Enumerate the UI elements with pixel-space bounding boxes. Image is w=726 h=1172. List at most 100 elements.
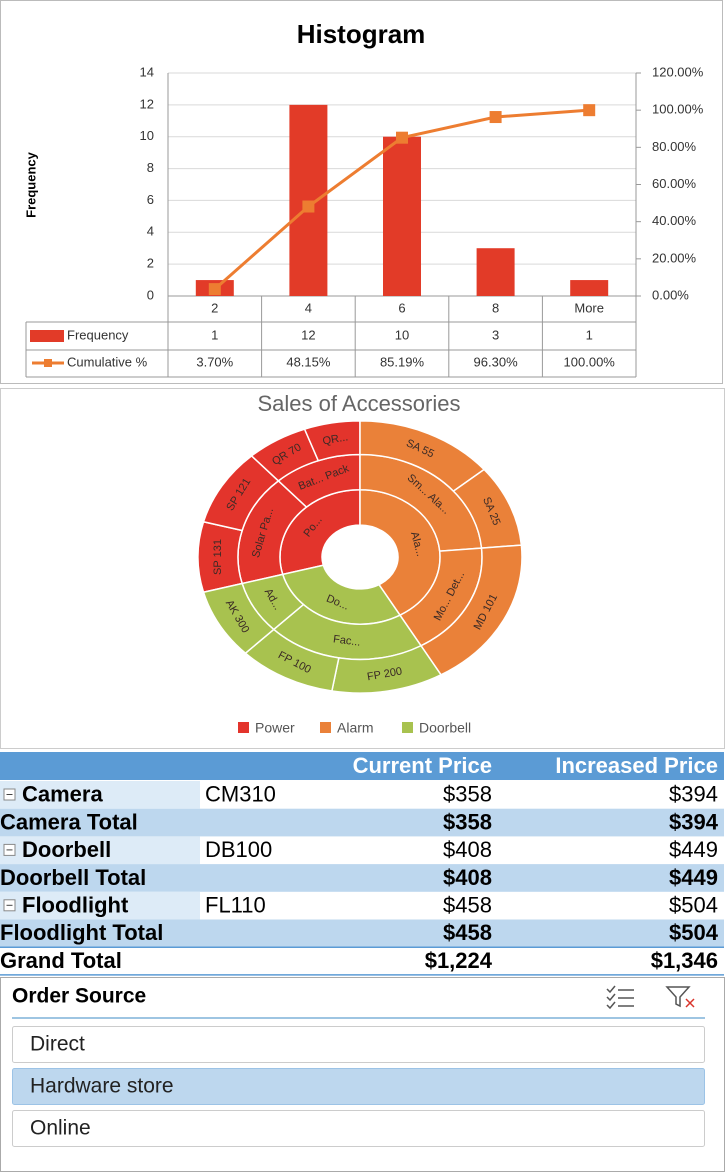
total-row: [0, 864, 724, 892]
grand-total-label: Grand Total: [0, 948, 122, 973]
y2-tick-label: 20.00%: [652, 250, 697, 265]
slicer-item[interactable]: [12, 1110, 705, 1147]
sunburst-segment: [202, 582, 275, 655]
row-label: Camera: [22, 782, 103, 807]
price: $358: [443, 782, 492, 807]
row-label-cell: [0, 891, 200, 920]
price: $449: [669, 837, 718, 862]
table-value: 100.00%: [564, 354, 616, 369]
column-header: Current Price: [353, 753, 492, 778]
slicer-title: Order Source: [12, 985, 146, 1008]
y-tick-label: 10: [140, 128, 154, 143]
row-label: Doorbell: [22, 837, 111, 862]
slicer-item-label: Direct: [30, 1033, 85, 1056]
legend-key-marker: [44, 359, 52, 367]
total-price: $394: [669, 809, 719, 834]
multi-select-icon[interactable]: [606, 985, 634, 1010]
bar: [289, 104, 328, 296]
table-value: 1: [586, 327, 593, 342]
y-tick-label: 4: [147, 224, 154, 239]
item-code: DB100: [205, 837, 272, 862]
table-value: 12: [301, 327, 315, 342]
total-price: $449: [669, 865, 718, 890]
chart-title: Histogram: [297, 19, 426, 49]
x-tick-label: 6: [398, 300, 405, 315]
y-tick-label: 2: [147, 256, 154, 271]
bar: [476, 248, 515, 296]
y2-tick-label: 120.00%: [652, 64, 704, 79]
slicer-items: Direct Hardware store Online: [12, 1026, 705, 1147]
total-row: [0, 808, 724, 837]
clear-glyph: [685, 998, 695, 1008]
table-value: 1: [211, 327, 218, 342]
segment-label: Fac...: [332, 633, 361, 648]
total-label: Floodlight Total: [0, 920, 163, 945]
line-marker: [396, 131, 408, 144]
row-label-cell: [0, 836, 200, 865]
slicer-item[interactable]: [12, 1026, 705, 1063]
x-tick-label: More: [574, 300, 604, 315]
y2-tick-label: 60.00%: [652, 176, 697, 191]
slicer-item-label: Hardware store: [30, 1075, 174, 1098]
slicer-item-label: Online: [30, 1117, 91, 1140]
price: $394: [669, 782, 718, 807]
table-value: 48.15%: [286, 354, 331, 369]
line-marker: [489, 111, 502, 124]
row-label: Floodlight: [22, 892, 129, 917]
table-value: 10: [395, 327, 409, 342]
total-row: [0, 919, 724, 948]
y-tick-label: 6: [147, 192, 154, 207]
total-price: $458: [443, 920, 492, 945]
legend-key: [30, 330, 64, 342]
table-value: 85.19%: [380, 354, 425, 369]
legend-key: [402, 722, 413, 733]
x-tick-label: 2: [211, 300, 218, 315]
multi-select-glyph: [606, 985, 616, 1010]
segment-label: SP 131: [212, 539, 224, 575]
bar: [570, 280, 609, 296]
legend-key: [238, 722, 249, 733]
grand-total-price: $1,346: [651, 948, 718, 973]
table-value: 3.70%: [196, 354, 233, 369]
line-marker: [208, 283, 221, 296]
price: $504: [669, 892, 718, 917]
total-price: $358: [443, 809, 492, 834]
legend-label: Power: [255, 720, 295, 736]
total-label: Doorbell Total: [0, 865, 146, 890]
y-tick-label: 12: [140, 96, 154, 111]
row-label-cell: [0, 781, 200, 809]
x-tick-label: 4: [305, 300, 312, 315]
pivot-table: Current Price Increased Price Camera CM310 $…: [0, 752, 724, 976]
total-price: $408: [443, 865, 492, 890]
y-tick-label: 14: [140, 64, 154, 79]
chart-title: Sales of Accessories: [258, 391, 461, 416]
segment-label: QR...: [322, 431, 349, 447]
legend-label: Cumulative %: [67, 354, 148, 369]
line-marker: [302, 200, 315, 213]
grand-total-price: $1,224: [425, 948, 493, 973]
y2-tick-label: 0.00%: [652, 287, 689, 302]
column-header: Increased Price: [555, 753, 718, 778]
y-axis-label: Frequency: [23, 151, 38, 218]
y-tick-label: 8: [147, 160, 154, 175]
histogram-panel: [0, 0, 723, 384]
bar: [383, 136, 421, 296]
line-marker: [583, 104, 596, 117]
multi-select-lines: [618, 989, 634, 1007]
y2-tick-label: 100.00%: [652, 102, 704, 117]
y2-tick-label: 40.00%: [652, 213, 697, 228]
price: $408: [443, 837, 492, 862]
item-code: FL110: [205, 892, 266, 917]
clear-filter-icon[interactable]: [665, 986, 695, 1008]
legend-label: Frequency: [67, 327, 129, 342]
slicer-item[interactable]: [12, 1068, 705, 1105]
y2-tick-label: 80.00%: [652, 139, 697, 154]
x-tick-label: 8: [492, 300, 499, 315]
legend-key: [320, 722, 331, 733]
legend-label: Doorbell: [419, 720, 471, 736]
y-tick-label: 0: [147, 287, 154, 302]
table-value: 3: [492, 327, 499, 342]
filter-glyph: [665, 986, 691, 1008]
total-price: $504: [669, 920, 719, 945]
